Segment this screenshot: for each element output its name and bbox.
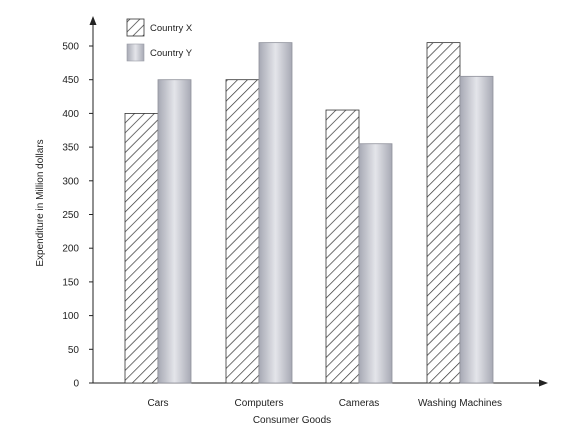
y-tick-label: 400: [62, 109, 79, 120]
x-tick-label: Cameras: [339, 398, 380, 409]
y-axis-ticks: 0 50 100 150 200 250 300 350 400 450 500: [62, 42, 93, 390]
bar-country-x-cars: [124, 113, 159, 384]
x-axis-title: Consumer Goods: [253, 415, 331, 426]
y-tick-label: 450: [62, 75, 79, 86]
x-tick-label: Computers: [235, 398, 284, 409]
legend-label-country-y: Country Y: [150, 48, 193, 59]
y-tick-label: 500: [62, 42, 79, 53]
x-axis-tick-labels: Cars Computers Cameras Washing Machines: [147, 398, 502, 409]
bar-country-y-computers: [258, 42, 293, 384]
x-axis-arrow: [539, 379, 548, 387]
y-tick-label: 200: [62, 244, 79, 255]
y-axis-title: Expenditure in Million dollars: [35, 139, 46, 266]
x-tick-label: Washing Machines: [418, 398, 502, 409]
bar-country-x-cameras: [325, 109, 360, 384]
y-tick-label: 250: [62, 210, 79, 221]
x-tick-label: Cars: [147, 398, 168, 409]
legend-swatch-country-y: [126, 43, 145, 62]
legend: Country X Country Y: [126, 18, 193, 62]
legend-swatch-country-x: [126, 18, 145, 37]
y-tick-label: 350: [62, 143, 79, 154]
bars: [124, 42, 494, 384]
y-tick-label: 300: [62, 176, 79, 187]
y-tick-label: 100: [62, 311, 79, 322]
y-tick-label: 50: [68, 345, 80, 356]
bar-country-y-cars: [157, 79, 192, 384]
y-tick-label: 0: [73, 379, 79, 390]
bar-country-y-cameras: [358, 143, 393, 384]
y-tick-label: 150: [62, 277, 79, 288]
legend-label-country-x: Country X: [150, 23, 193, 34]
bar-country-y-washing-machines: [459, 75, 494, 384]
bar-country-x-washing-machines: [426, 42, 461, 384]
y-axis-arrow: [89, 16, 97, 25]
bar-country-x-computers: [225, 79, 260, 384]
